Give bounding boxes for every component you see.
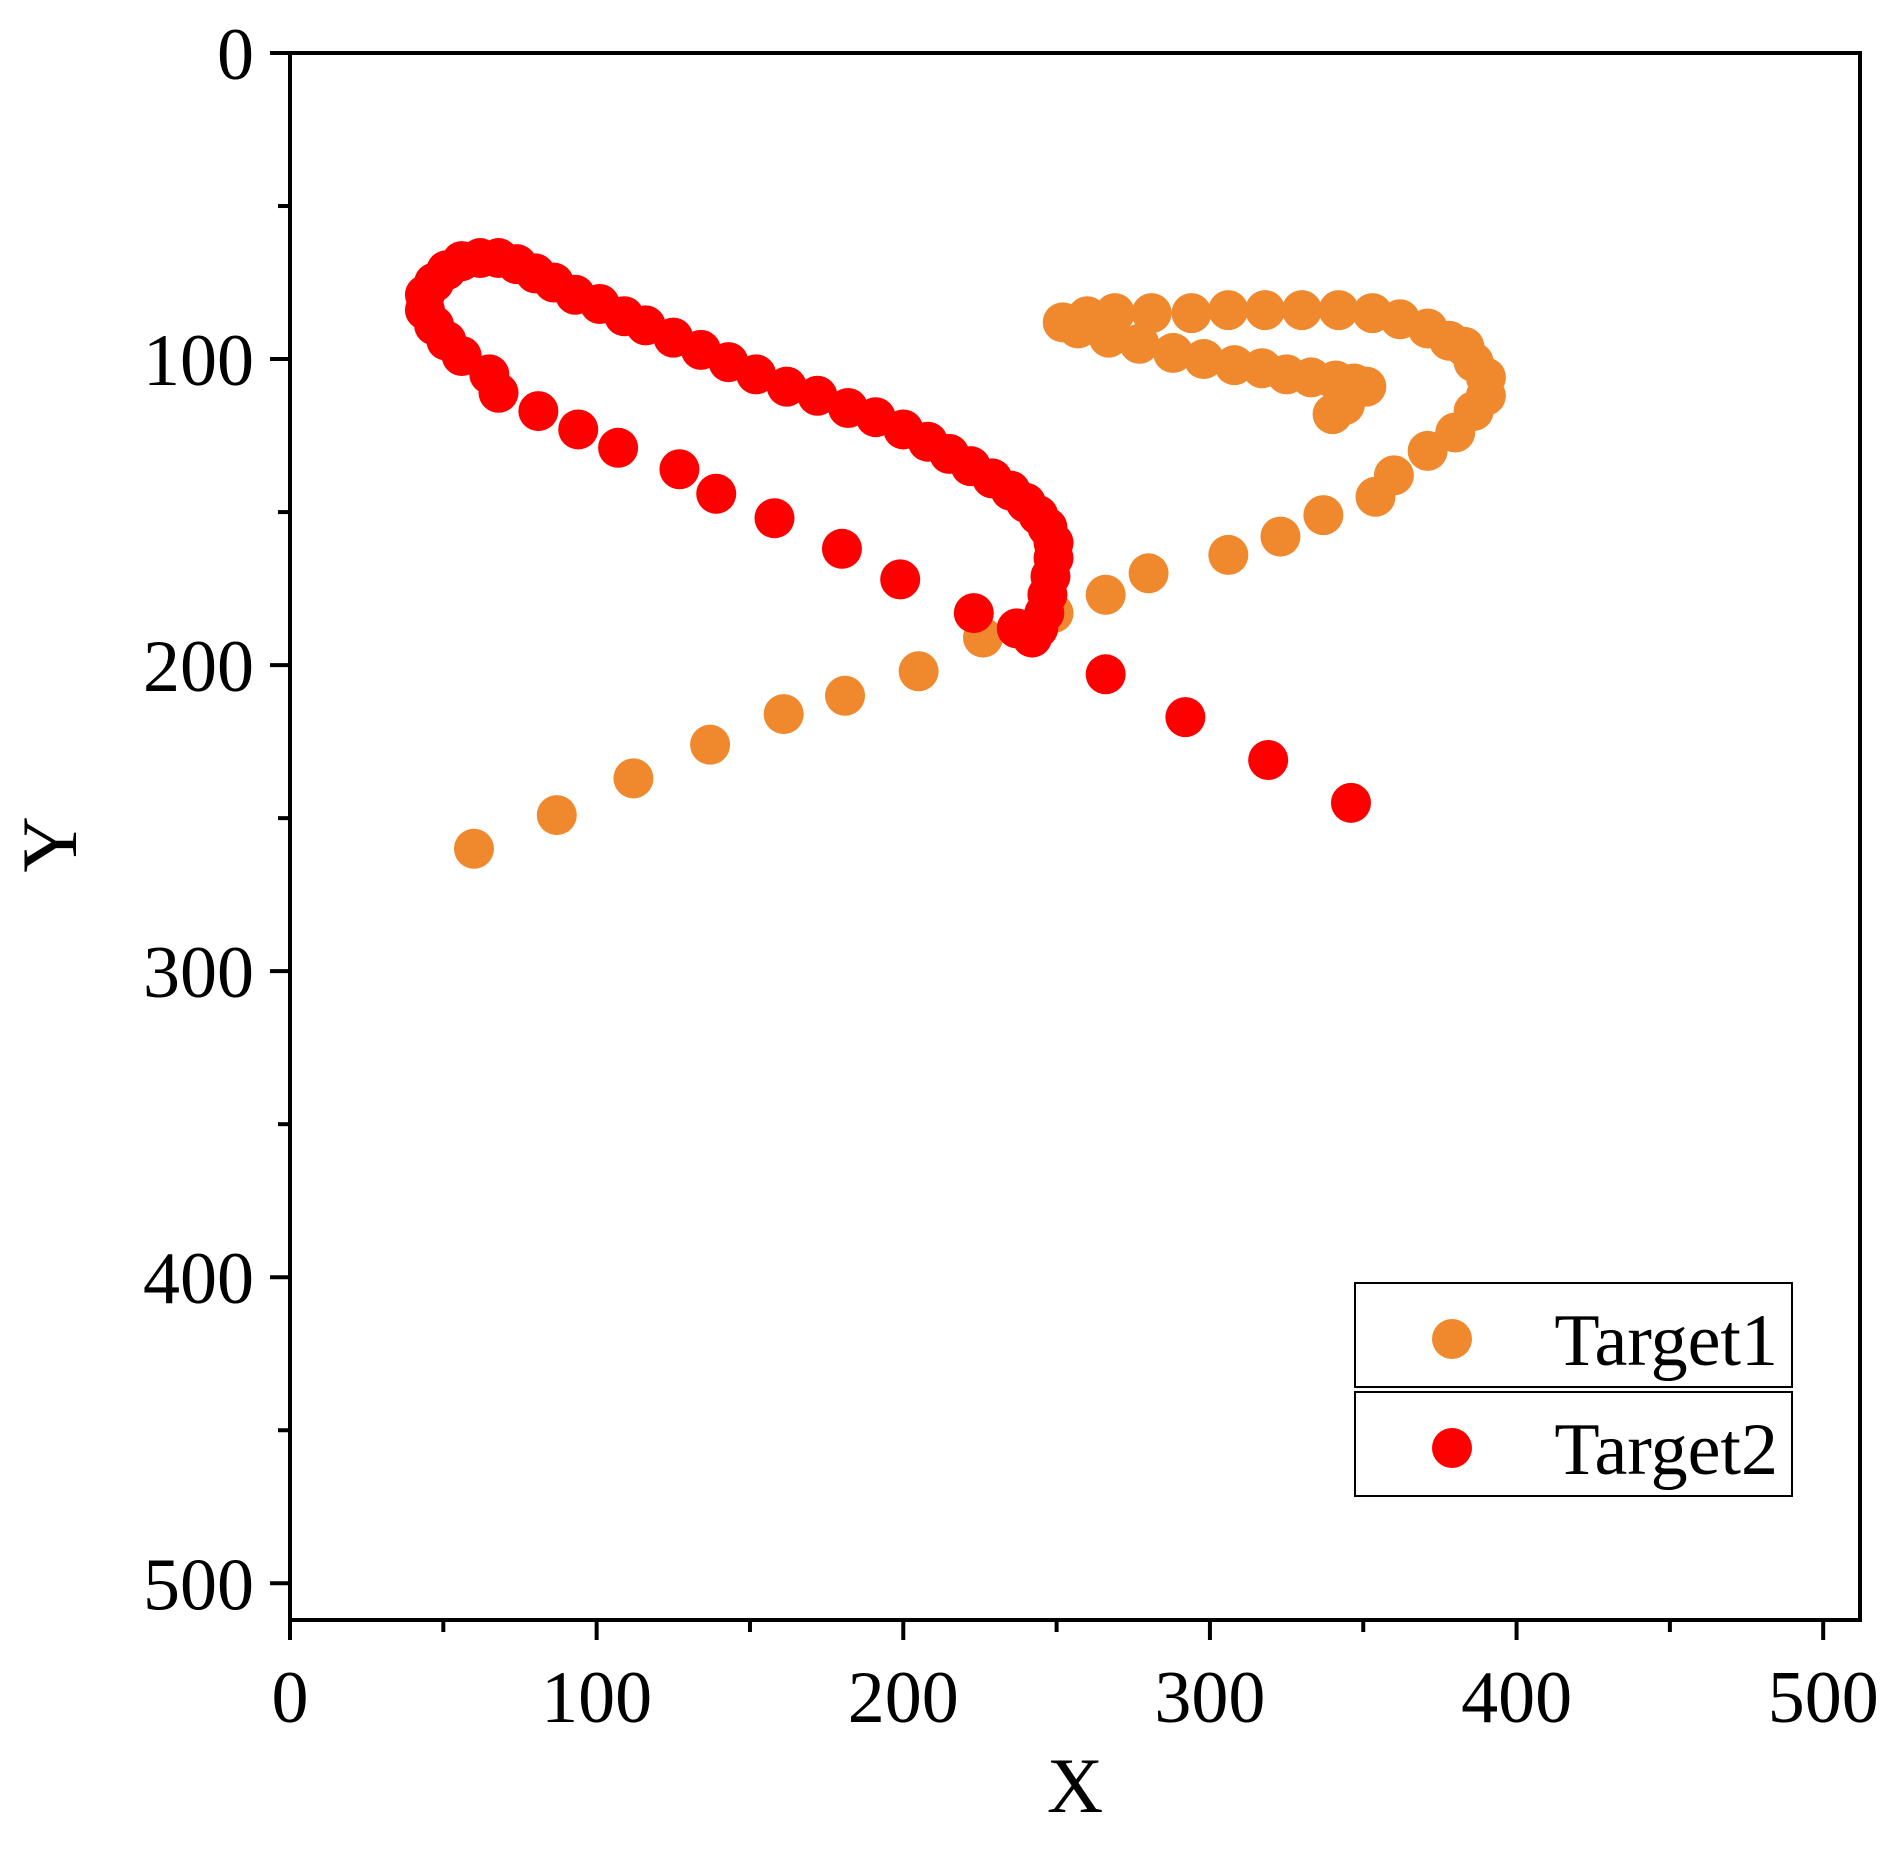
point-Target2-39 bbox=[797, 375, 838, 416]
x-tick-label-300: 300 bbox=[1154, 1657, 1265, 1739]
x-tick-label-0: 0 bbox=[272, 1657, 309, 1739]
point-Target2-0 bbox=[1330, 782, 1371, 823]
x-axis-ticks: 0 100 200 300 400 500 bbox=[272, 1620, 1879, 1739]
legend-item-Target2: Target2 bbox=[1354, 1391, 1793, 1497]
point-Target2-11 bbox=[659, 449, 700, 490]
x-tick-label-400: 400 bbox=[1461, 1657, 1572, 1739]
point-Target2-14 bbox=[518, 391, 559, 432]
legend-item-Target1: Target1 bbox=[1354, 1282, 1793, 1388]
point-Target1-9 bbox=[1085, 574, 1126, 615]
point-Target2-3 bbox=[1085, 654, 1126, 695]
point-Target2-12 bbox=[598, 427, 639, 468]
point-Target1-36 bbox=[1058, 308, 1099, 349]
point-Target1-15 bbox=[1373, 455, 1414, 496]
point-Target1-32 bbox=[1131, 293, 1172, 334]
y-tick-label-400: 400 bbox=[143, 1238, 254, 1320]
point-Target2-13 bbox=[558, 409, 599, 450]
point-Target2-38 bbox=[766, 366, 807, 407]
y-tick-label-500: 500 bbox=[143, 1544, 254, 1626]
point-Target1-39 bbox=[1153, 332, 1194, 373]
y-tick-label-300: 300 bbox=[143, 932, 254, 1014]
y-axis-ticks: 0 100 200 300 400 500 bbox=[143, 14, 290, 1626]
series-Target2 bbox=[404, 238, 1371, 823]
point-Target1-6 bbox=[898, 651, 939, 692]
series-Target1 bbox=[453, 290, 1506, 869]
y-axis-title: Y bbox=[6, 816, 93, 872]
point-Target2-1 bbox=[1248, 739, 1289, 780]
legend-box bbox=[1354, 1391, 1793, 1497]
point-Target1-26 bbox=[1352, 293, 1393, 334]
point-Target2-2 bbox=[1165, 697, 1206, 738]
point-Target1-30 bbox=[1208, 290, 1249, 331]
legend-label-Target2: Target2 bbox=[1554, 1409, 1778, 1491]
point-Target2-7 bbox=[880, 559, 921, 600]
x-tick-label-500: 500 bbox=[1768, 1657, 1879, 1739]
x-tick-label-100: 100 bbox=[541, 1657, 652, 1739]
point-Target1-10 bbox=[1128, 553, 1169, 594]
point-Target1-12 bbox=[1260, 516, 1301, 557]
point-Target1-5 bbox=[825, 675, 866, 716]
y-tick-label-200: 200 bbox=[143, 626, 254, 708]
legend-marker-Target2 bbox=[1432, 1428, 1472, 1468]
point-Target2-10 bbox=[696, 473, 737, 514]
y-tick-label-0: 0 bbox=[217, 14, 254, 96]
point-Target1-2 bbox=[613, 758, 654, 799]
plot-frame bbox=[288, 51, 1862, 1622]
point-Target2-6 bbox=[953, 593, 994, 634]
point-Target1-31 bbox=[1171, 293, 1212, 334]
legend-label-Target1: Target1 bbox=[1554, 1300, 1778, 1382]
point-Target1-11 bbox=[1208, 534, 1249, 575]
y-tick-label-100: 100 bbox=[143, 320, 254, 402]
point-Target2-9 bbox=[754, 498, 795, 539]
data-points bbox=[404, 238, 1506, 869]
point-Target1-29 bbox=[1245, 290, 1286, 331]
point-Target1-1 bbox=[536, 795, 577, 836]
point-Target1-0 bbox=[453, 828, 494, 869]
point-Target1-13 bbox=[1303, 495, 1344, 536]
point-Target1-28 bbox=[1281, 290, 1322, 331]
point-Target1-4 bbox=[763, 694, 804, 735]
legend-box bbox=[1354, 1282, 1793, 1388]
point-Target1-37 bbox=[1088, 317, 1129, 358]
legend: Target1 Target2 bbox=[1354, 1282, 1793, 1497]
point-Target1-40 bbox=[1183, 339, 1224, 380]
point-Target1-27 bbox=[1318, 290, 1359, 331]
x-tick-label-200: 200 bbox=[848, 1657, 959, 1739]
legend-marker-Target1 bbox=[1432, 1319, 1472, 1359]
point-Target1-49 bbox=[1312, 394, 1353, 435]
point-Target1-38 bbox=[1119, 323, 1160, 364]
x-axis-title: X bbox=[1047, 1742, 1103, 1829]
point-Target2-37 bbox=[736, 354, 777, 395]
point-Target2-56 bbox=[1018, 608, 1059, 649]
point-Target1-3 bbox=[690, 724, 731, 765]
point-Target2-8 bbox=[821, 528, 862, 569]
